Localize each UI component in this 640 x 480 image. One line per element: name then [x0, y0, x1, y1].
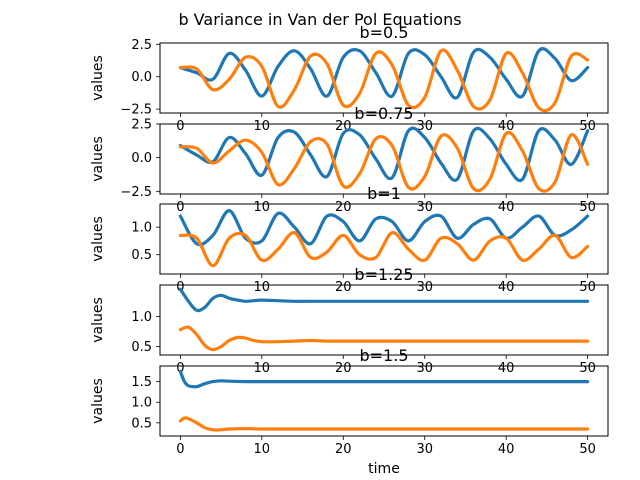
x-tick-label: 0 [176, 361, 184, 376]
y-tick-label: 0.0 [131, 151, 152, 166]
x-tick-label: 10 [254, 200, 271, 215]
x-tick-label: 40 [498, 361, 515, 376]
series-line-1 [178, 209, 590, 247]
y-tick-label: 1.0 [131, 221, 152, 236]
x-tick-label: 0 [176, 280, 184, 295]
subplot-title: b=0.5 [359, 23, 408, 42]
x-tick-label: 30 [416, 442, 433, 457]
y-tick-label: −2.5 [120, 103, 152, 118]
y-tick-label: 0.0 [131, 70, 152, 85]
series-line-2 [178, 48, 590, 113]
subplot-title: b=1 [367, 184, 401, 203]
series-line-1 [178, 369, 590, 389]
x-tick-label: 10 [254, 442, 271, 457]
x-axis-label: time [368, 461, 400, 477]
x-tick-label: 30 [416, 361, 433, 376]
axes-frame [159, 42, 609, 114]
axes-frame [159, 284, 609, 356]
y-tick-label: −2.5 [120, 185, 152, 200]
x-tick-label: 30 [416, 200, 433, 215]
y-tick-label: 0.5 [131, 416, 152, 431]
x-tick-label: 10 [254, 361, 271, 376]
x-tick-label: 30 [416, 280, 433, 295]
x-tick-label: 20 [335, 442, 352, 457]
series-line-1 [178, 126, 590, 183]
subplot-stack: 0 10 20 30 40 50 −2.5 0.0 2.5 values b=0.5 0 10 20 30 4… [90, 23, 609, 477]
series-line-1 [178, 287, 590, 313]
subplot-3: 0 10 20 30 40 50 0.5 1.0 values b=1 [90, 184, 609, 295]
x-tick-label: 50 [579, 200, 596, 215]
x-tick-label: 0 [176, 200, 184, 215]
series-line-2 [178, 231, 590, 268]
x-tick-label: 40 [498, 442, 515, 457]
x-tick-label: 50 [579, 280, 596, 295]
y-axis-label: values [90, 297, 106, 343]
subplot-title: b=0.75 [354, 104, 413, 123]
subplot-title: b=1.5 [359, 346, 408, 365]
x-tick-label: 10 [254, 119, 271, 134]
x-tick-label: 40 [498, 280, 515, 295]
x-tick-label: 0 [176, 119, 184, 134]
y-tick-label: 0.5 [131, 248, 152, 263]
x-tick-label: 10 [254, 280, 271, 295]
figure-title: b Variance in Van der Pol Equations [178, 10, 461, 29]
series-line-2 [178, 325, 590, 352]
y-axis-label: values [90, 216, 106, 262]
series-line-2 [178, 416, 590, 432]
y-tick-label: 1.5 [131, 375, 152, 390]
axes-frame [159, 365, 609, 437]
y-tick-label: 2.5 [131, 38, 152, 53]
y-axis-label: values [90, 136, 106, 182]
subplot-5: 0 10 20 30 40 50 0.5 1.0 1.5 values time b=1.5 [90, 346, 609, 477]
x-tick-label: 20 [335, 280, 352, 295]
x-tick-label: 30 [416, 119, 433, 134]
y-tick-label: 1.0 [131, 396, 152, 411]
subplot-4: 0 10 20 30 40 50 0.5 1.0 values b=1.25 [90, 265, 609, 376]
series-line-1 [178, 47, 590, 100]
y-tick-label: 2.5 [131, 118, 152, 133]
x-tick-label: 50 [579, 442, 596, 457]
x-tick-label: 50 [579, 361, 596, 376]
x-tick-label: 40 [498, 200, 515, 215]
x-tick-label: 0 [176, 442, 184, 457]
y-tick-label: 1.0 [131, 310, 152, 325]
x-tick-label: 50 [579, 119, 596, 134]
y-axis-label: values [90, 378, 106, 424]
axes-frame [159, 123, 609, 195]
axes-frame [159, 203, 609, 275]
y-axis-label: values [90, 55, 106, 101]
series-line-2 [178, 130, 590, 193]
x-tick-label: 40 [498, 119, 515, 134]
x-tick-label: 20 [335, 361, 352, 376]
x-tick-label: 20 [335, 200, 352, 215]
subplot-title: b=1.25 [354, 265, 413, 284]
y-tick-label: 0.5 [131, 340, 152, 355]
